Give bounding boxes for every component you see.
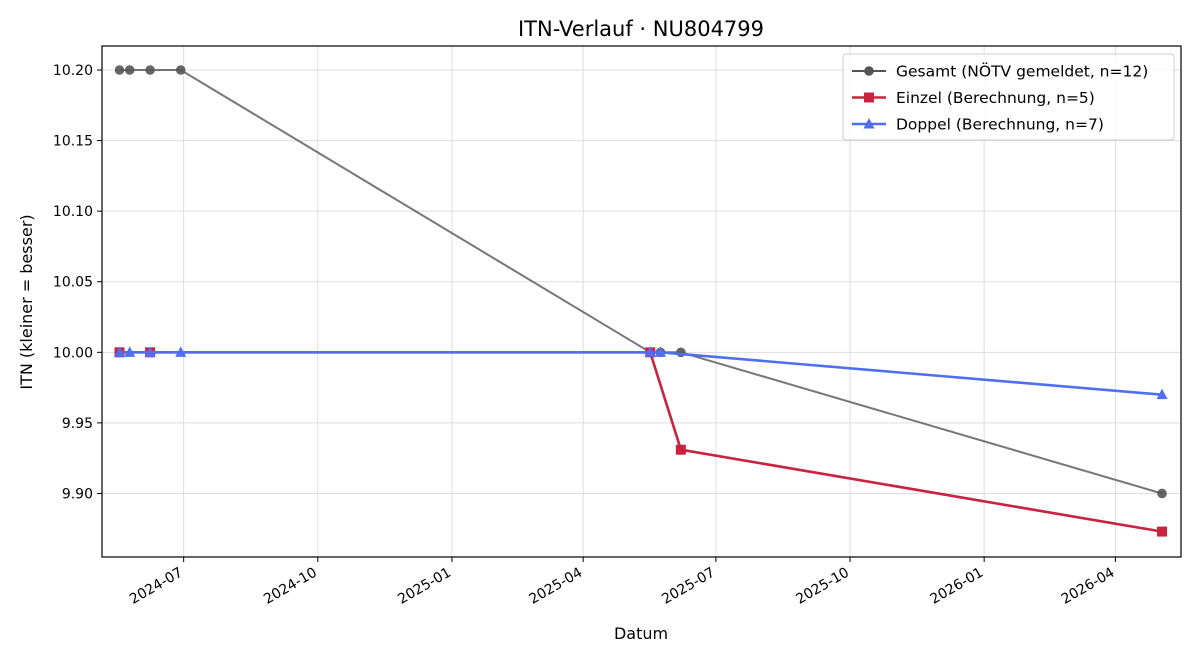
data-point xyxy=(124,346,136,357)
x-tick-label: 2025-07 xyxy=(659,565,718,608)
chart-title: ITN-Verlauf · NU804799 xyxy=(518,17,764,41)
legend-marker xyxy=(863,118,875,129)
y-tick-label: 9.90 xyxy=(62,486,93,502)
data-point xyxy=(644,346,656,357)
x-tick-label: 2025-10 xyxy=(793,565,852,608)
data-point xyxy=(144,346,156,357)
legend-item: Einzel (Berechnung, n=5) xyxy=(852,89,1095,107)
y-tick-label: 9.95 xyxy=(62,416,93,432)
data-point xyxy=(113,346,125,357)
data-point xyxy=(676,347,686,358)
x-tick-label: 2026-01 xyxy=(927,565,986,608)
x-tick-label: 2024-10 xyxy=(261,565,320,608)
series-square xyxy=(114,347,1168,537)
data-point xyxy=(675,444,686,455)
series-line xyxy=(119,350,1163,396)
legend-item: Gesamt (NÖTV gemeldet, n=12) xyxy=(852,62,1148,81)
y-tick-label: 10.15 xyxy=(53,134,93,150)
y-tick-label: 10.20 xyxy=(53,63,93,79)
x-tick-label: 2024-07 xyxy=(127,565,186,608)
y-tick-label: 10.05 xyxy=(53,275,93,291)
series-triangle xyxy=(113,346,1168,400)
legend-item: Doppel (Berechnung, n=7) xyxy=(852,116,1104,134)
x-axis-label: Datum xyxy=(614,624,668,643)
data-point xyxy=(1157,488,1167,499)
legend-marker xyxy=(864,92,874,103)
series-layer xyxy=(113,65,1168,537)
legend-label: Einzel (Berechnung, n=5) xyxy=(896,89,1095,107)
legend: Gesamt (NÖTV gemeldet, n=12) Einzel (Bere… xyxy=(842,53,1175,141)
legend-marker xyxy=(864,66,874,76)
data-point xyxy=(175,65,186,75)
y-tick-label: 10.10 xyxy=(53,204,93,220)
series-line xyxy=(119,350,1163,533)
y-axis-label: ITN (kleiner = besser) xyxy=(17,214,36,389)
x-tick-label: 2025-04 xyxy=(527,565,586,608)
data-point xyxy=(1156,388,1168,400)
y-tick-label: 10.00 xyxy=(53,345,93,361)
x-tick-label: 2026-04 xyxy=(1059,565,1118,608)
data-point xyxy=(1157,526,1168,537)
data-point xyxy=(114,65,125,75)
legend-label: Gesamt (NÖTV gemeldet, n=12) xyxy=(896,62,1148,81)
plot-frame xyxy=(101,45,1182,558)
legend-label: Doppel (Berechnung, n=7) xyxy=(896,116,1104,134)
legend-box xyxy=(842,53,1175,141)
data-point xyxy=(145,65,155,75)
x-tick-label: 2025-01 xyxy=(395,565,454,608)
data-point xyxy=(654,346,666,357)
data-point xyxy=(124,65,135,75)
data-point xyxy=(175,346,187,357)
